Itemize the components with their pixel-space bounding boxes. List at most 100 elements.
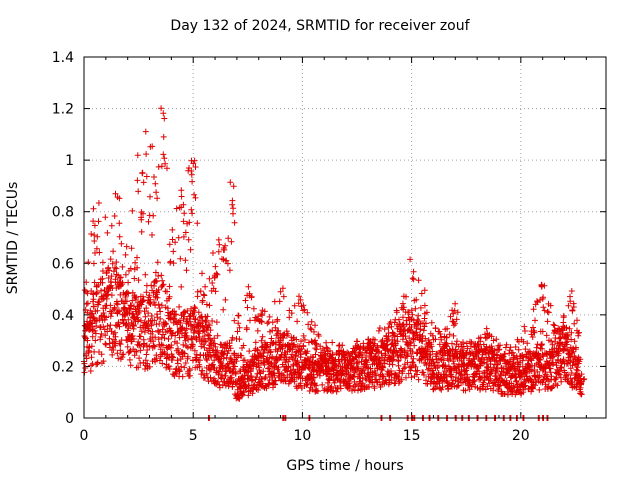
data-point <box>376 376 383 383</box>
data-point <box>119 354 126 361</box>
data-point <box>275 364 282 371</box>
data-point <box>315 388 321 395</box>
data-point <box>201 372 207 379</box>
data-point <box>158 163 165 170</box>
data-point <box>189 178 196 185</box>
data-point <box>88 231 95 237</box>
data-point <box>286 314 293 321</box>
data-point <box>521 323 528 330</box>
data-point <box>112 333 119 340</box>
data-point <box>265 319 272 325</box>
data-point <box>444 325 451 332</box>
data-point <box>143 151 150 158</box>
data-point <box>317 343 324 350</box>
data-point <box>378 350 385 357</box>
data-point <box>170 260 177 267</box>
data-point <box>355 352 362 359</box>
data-point <box>140 297 147 303</box>
data-point <box>187 372 193 379</box>
data-point <box>337 385 344 392</box>
data-point <box>175 345 181 352</box>
data-point <box>192 316 199 323</box>
data-point <box>220 342 227 348</box>
data-point <box>522 346 529 353</box>
data-point <box>250 305 257 312</box>
data-point <box>226 267 233 274</box>
data-point <box>118 240 125 247</box>
data-point <box>393 348 400 355</box>
data-point <box>116 233 123 240</box>
data-point <box>150 212 157 219</box>
data-point <box>564 338 571 345</box>
data-point <box>274 316 281 323</box>
data-point <box>556 371 563 378</box>
data-point <box>408 307 415 314</box>
data-point <box>428 343 435 350</box>
data-point <box>273 357 280 364</box>
data-point <box>180 218 187 225</box>
data-point <box>113 265 120 272</box>
data-point <box>170 354 177 361</box>
data-point <box>301 336 308 343</box>
x-tick-label: 20 <box>512 428 530 444</box>
data-point <box>415 312 422 319</box>
data-point <box>192 305 199 312</box>
data-point <box>211 274 218 281</box>
data-point <box>116 340 123 347</box>
data-point <box>400 306 407 313</box>
data-point <box>181 210 188 217</box>
data-point <box>212 343 219 350</box>
data-point <box>203 370 210 377</box>
data-point <box>536 374 543 380</box>
data-point <box>400 314 406 321</box>
data-point <box>107 313 114 320</box>
data-point <box>569 307 576 314</box>
data-point <box>511 354 518 361</box>
data-point <box>125 316 132 323</box>
data-point <box>116 323 123 330</box>
data-point <box>422 335 429 342</box>
data-point <box>190 341 196 348</box>
data-point <box>364 359 371 366</box>
data-point <box>421 323 428 330</box>
data-point <box>88 354 95 361</box>
data-point <box>178 283 185 290</box>
data-point <box>390 356 397 363</box>
data-point <box>329 388 335 395</box>
data-point <box>506 350 513 357</box>
data-point <box>151 343 158 350</box>
data-point <box>213 319 220 326</box>
data-point <box>134 177 141 184</box>
data-point <box>533 344 540 351</box>
data-point <box>238 352 245 359</box>
data-point <box>224 260 231 267</box>
data-point <box>90 205 97 212</box>
data-point <box>448 373 455 380</box>
data-point <box>194 220 201 227</box>
data-point <box>114 301 121 308</box>
data-point <box>133 348 140 355</box>
data-point <box>206 275 213 282</box>
data-point <box>532 382 539 389</box>
data-point <box>90 218 97 225</box>
data-point <box>142 128 149 135</box>
chart-title: Day 132 of 2024, SRMTID for receiver zou… <box>170 18 470 34</box>
data-point <box>180 341 187 348</box>
data-point <box>98 287 104 294</box>
data-point <box>201 292 208 299</box>
data-point <box>402 333 409 340</box>
data-point <box>470 377 477 384</box>
data-point <box>219 372 225 378</box>
data-point <box>415 376 422 383</box>
data-point <box>199 367 206 374</box>
data-point <box>254 327 261 334</box>
data-point <box>102 214 109 221</box>
data-point <box>185 236 192 243</box>
data-point <box>524 340 531 347</box>
data-point <box>201 338 208 345</box>
data-point <box>452 320 459 327</box>
data-point <box>541 282 548 289</box>
y-tick-label: 0.2 <box>52 359 74 375</box>
data-point <box>100 358 107 365</box>
data-point <box>167 258 174 265</box>
